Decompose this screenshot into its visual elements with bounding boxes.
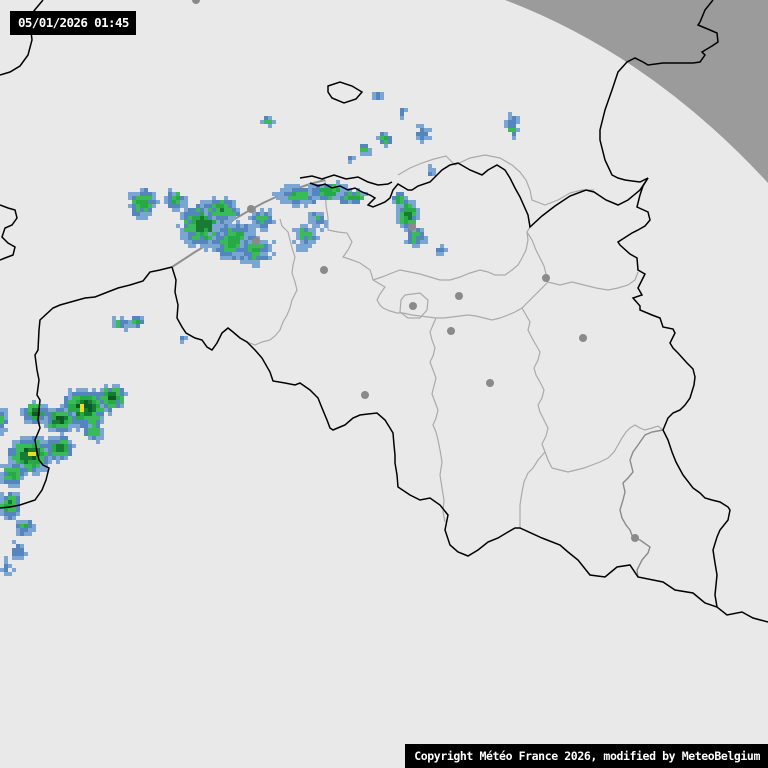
- copyright-badge: Copyright Météo France 2026, modified by…: [405, 743, 768, 768]
- timestamp-badge: 05/01/2026 01:45: [10, 11, 136, 35]
